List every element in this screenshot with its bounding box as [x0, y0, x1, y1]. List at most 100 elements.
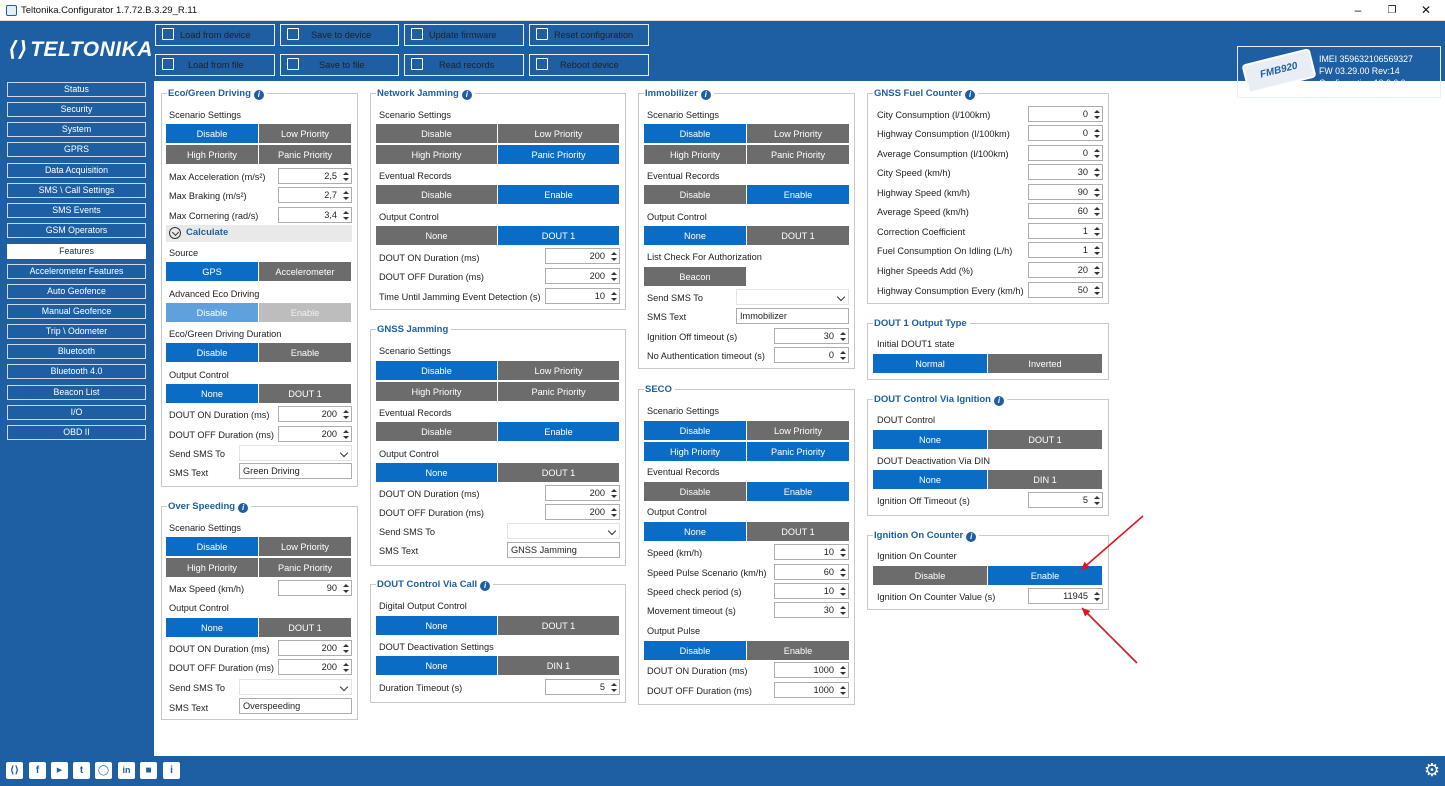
sidebar-item-features[interactable]: Features	[7, 244, 146, 259]
info-icon[interactable]: i	[253, 90, 264, 100]
seco-eventual-disable-button[interactable]: Disable	[644, 482, 747, 502]
city-speed-stepper[interactable]: 30	[1028, 164, 1103, 180]
gj-dout-off-stepper[interactable]: 200	[545, 504, 620, 520]
ign-off-timeout-stepper[interactable]: 5	[1028, 492, 1103, 508]
sidebar-item-sms-events[interactable]: SMS Events	[7, 203, 146, 218]
seco-output-dout1-button[interactable]: DOUT 1	[747, 522, 850, 542]
os-dout-off-stepper[interactable]: 200	[278, 659, 352, 675]
sidebar-item-system[interactable]: System	[7, 122, 146, 137]
idling-consumption-stepper[interactable]: 1	[1028, 242, 1103, 258]
sidebar-item-data-acquisition[interactable]: Data Acquisition	[7, 163, 146, 178]
higher-speeds-add-stepper[interactable]: 20	[1028, 262, 1103, 278]
gj-output-dout1-button[interactable]: DOUT 1	[498, 463, 620, 483]
call-output-dout1-button[interactable]: DOUT 1	[498, 616, 620, 636]
im-beacon-button[interactable]: Beacon	[644, 267, 747, 287]
minimize-icon[interactable]: –	[1354, 3, 1362, 17]
max-speed-stepper[interactable]: 90	[278, 580, 352, 596]
gj-eventual-disable-button[interactable]: Disable	[376, 422, 498, 442]
seco-movement-timeout-stepper[interactable]: 30	[774, 602, 849, 618]
reset-configuration-button[interactable]: Reset configuration	[529, 24, 649, 46]
nj-dout-on-stepper[interactable]: 200	[545, 248, 620, 264]
sidebar-item-bluetooth-4[interactable]: Bluetooth 4.0	[7, 364, 146, 379]
eco-output-none-button[interactable]: None	[166, 384, 259, 404]
nj-eventual-disable-button[interactable]: Disable	[376, 185, 498, 205]
gj-panic-priority-button[interactable]: Panic Priority	[498, 382, 620, 402]
save-to-file-button[interactable]: Save to file	[280, 54, 399, 76]
ign-counter-disable-button[interactable]: Disable	[873, 566, 988, 586]
info-icon[interactable]: i	[238, 503, 249, 513]
eco-low-priority-button[interactable]: Low Priority	[259, 124, 352, 144]
read-records-button[interactable]: Read records	[404, 54, 524, 76]
seco-dout-on-stepper[interactable]: 1000	[774, 662, 849, 678]
os-sms-text-input[interactable]: Overspeeding	[239, 698, 352, 714]
highway-consumption-every-stepper[interactable]: 50	[1028, 282, 1103, 298]
gj-sms-text-input[interactable]: GNSS Jamming	[507, 542, 620, 558]
advanced-enable-button[interactable]: Enable	[259, 303, 352, 323]
os-disable-button[interactable]: Disable	[166, 537, 259, 557]
seco-pulse-enable-button[interactable]: Enable	[747, 641, 850, 661]
highway-speed-stepper[interactable]: 90	[1028, 184, 1103, 200]
average-speed-stepper[interactable]: 60	[1028, 203, 1103, 219]
youtube-icon[interactable]: ▶	[51, 762, 68, 779]
source-gps-button[interactable]: GPS	[166, 262, 259, 282]
ign-dout-dout1-button[interactable]: DOUT 1	[988, 430, 1103, 450]
linkedin-icon[interactable]: in	[118, 762, 135, 779]
eco-duration-disable-button[interactable]: Disable	[166, 343, 259, 363]
sidebar-item-obd-ii[interactable]: OBD II	[7, 425, 146, 440]
sidebar-item-bluetooth[interactable]: Bluetooth	[7, 344, 146, 359]
os-dout-on-stepper[interactable]: 200	[278, 640, 352, 656]
seco-dout-off-stepper[interactable]: 1000	[774, 682, 849, 698]
sidebar-item-io[interactable]: I/O	[7, 405, 146, 420]
os-low-priority-button[interactable]: Low Priority	[259, 537, 352, 557]
eco-panic-priority-button[interactable]: Panic Priority	[259, 145, 352, 165]
gj-dout-on-stepper[interactable]: 200	[545, 485, 620, 501]
nj-output-dout1-button[interactable]: DOUT 1	[498, 226, 620, 246]
sidebar-item-accelerometer-features[interactable]: Accelerometer Features	[7, 264, 146, 279]
im-eventual-disable-button[interactable]: Disable	[644, 185, 747, 205]
seco-panic-priority-button[interactable]: Panic Priority	[747, 442, 850, 462]
im-low-priority-button[interactable]: Low Priority	[747, 124, 850, 144]
gj-send-sms-dropdown[interactable]	[507, 523, 620, 539]
sidebar-item-auto-geofence[interactable]: Auto Geofence	[7, 284, 146, 299]
im-eventual-enable-button[interactable]: Enable	[747, 185, 850, 205]
im-sms-text-input[interactable]: Immobilizer	[736, 308, 849, 324]
nj-panic-priority-button[interactable]: Panic Priority	[498, 145, 620, 165]
sidebar-item-security[interactable]: Security	[7, 102, 146, 117]
max-braking-stepper[interactable]: 2,7	[278, 187, 352, 203]
average-consumption-stepper[interactable]: 0	[1028, 145, 1103, 161]
instagram-icon[interactable]: ◯	[95, 762, 112, 779]
nj-high-priority-button[interactable]: High Priority	[376, 145, 498, 165]
eco-output-dout1-button[interactable]: DOUT 1	[259, 384, 352, 404]
os-output-none-button[interactable]: None	[166, 618, 259, 638]
calculate-expander[interactable]: Calculate	[166, 225, 352, 242]
gj-disable-button[interactable]: Disable	[376, 361, 498, 381]
gear-icon[interactable]: ⚙	[1423, 760, 1441, 780]
gj-low-priority-button[interactable]: Low Priority	[498, 361, 620, 381]
os-high-priority-button[interactable]: High Priority	[166, 558, 259, 578]
ign-deactivation-din1-button[interactable]: DIN 1	[988, 470, 1103, 490]
highway-consumption-stepper[interactable]: 0	[1028, 125, 1103, 141]
seco-pulse-stepper[interactable]: 60	[774, 564, 849, 580]
eco-duration-enable-button[interactable]: Enable	[259, 343, 352, 363]
crowd-support-icon[interactable]: ■	[140, 762, 157, 779]
advanced-disable-button[interactable]: Disable	[166, 303, 259, 323]
sidebar-item-status[interactable]: Status	[7, 82, 146, 97]
os-panic-priority-button[interactable]: Panic Priority	[259, 558, 352, 578]
os-send-sms-dropdown[interactable]	[239, 679, 352, 695]
max-cornering-stepper[interactable]: 3,4	[278, 207, 352, 223]
info-icon[interactable]: i	[461, 90, 472, 100]
gj-output-none-button[interactable]: None	[376, 463, 498, 483]
close-icon[interactable]: ✕	[1420, 3, 1432, 17]
eco-dout-on-stepper[interactable]: 200	[278, 406, 352, 422]
nj-low-priority-button[interactable]: Low Priority	[498, 124, 620, 144]
ign-counter-enable-button[interactable]: Enable	[988, 566, 1103, 586]
gj-eventual-enable-button[interactable]: Enable	[498, 422, 620, 442]
info-icon[interactable]: i	[966, 532, 977, 542]
eco-sms-text-input[interactable]: Green Driving	[239, 463, 352, 479]
call-duration-timeout-stepper[interactable]: 5	[545, 679, 620, 695]
nj-disable-button[interactable]: Disable	[376, 124, 498, 144]
seco-pulse-disable-button[interactable]: Disable	[644, 641, 747, 661]
im-panic-priority-button[interactable]: Panic Priority	[747, 145, 850, 165]
teltonika-icon[interactable]: ⟨⟩	[6, 762, 23, 779]
nj-output-none-button[interactable]: None	[376, 226, 498, 246]
